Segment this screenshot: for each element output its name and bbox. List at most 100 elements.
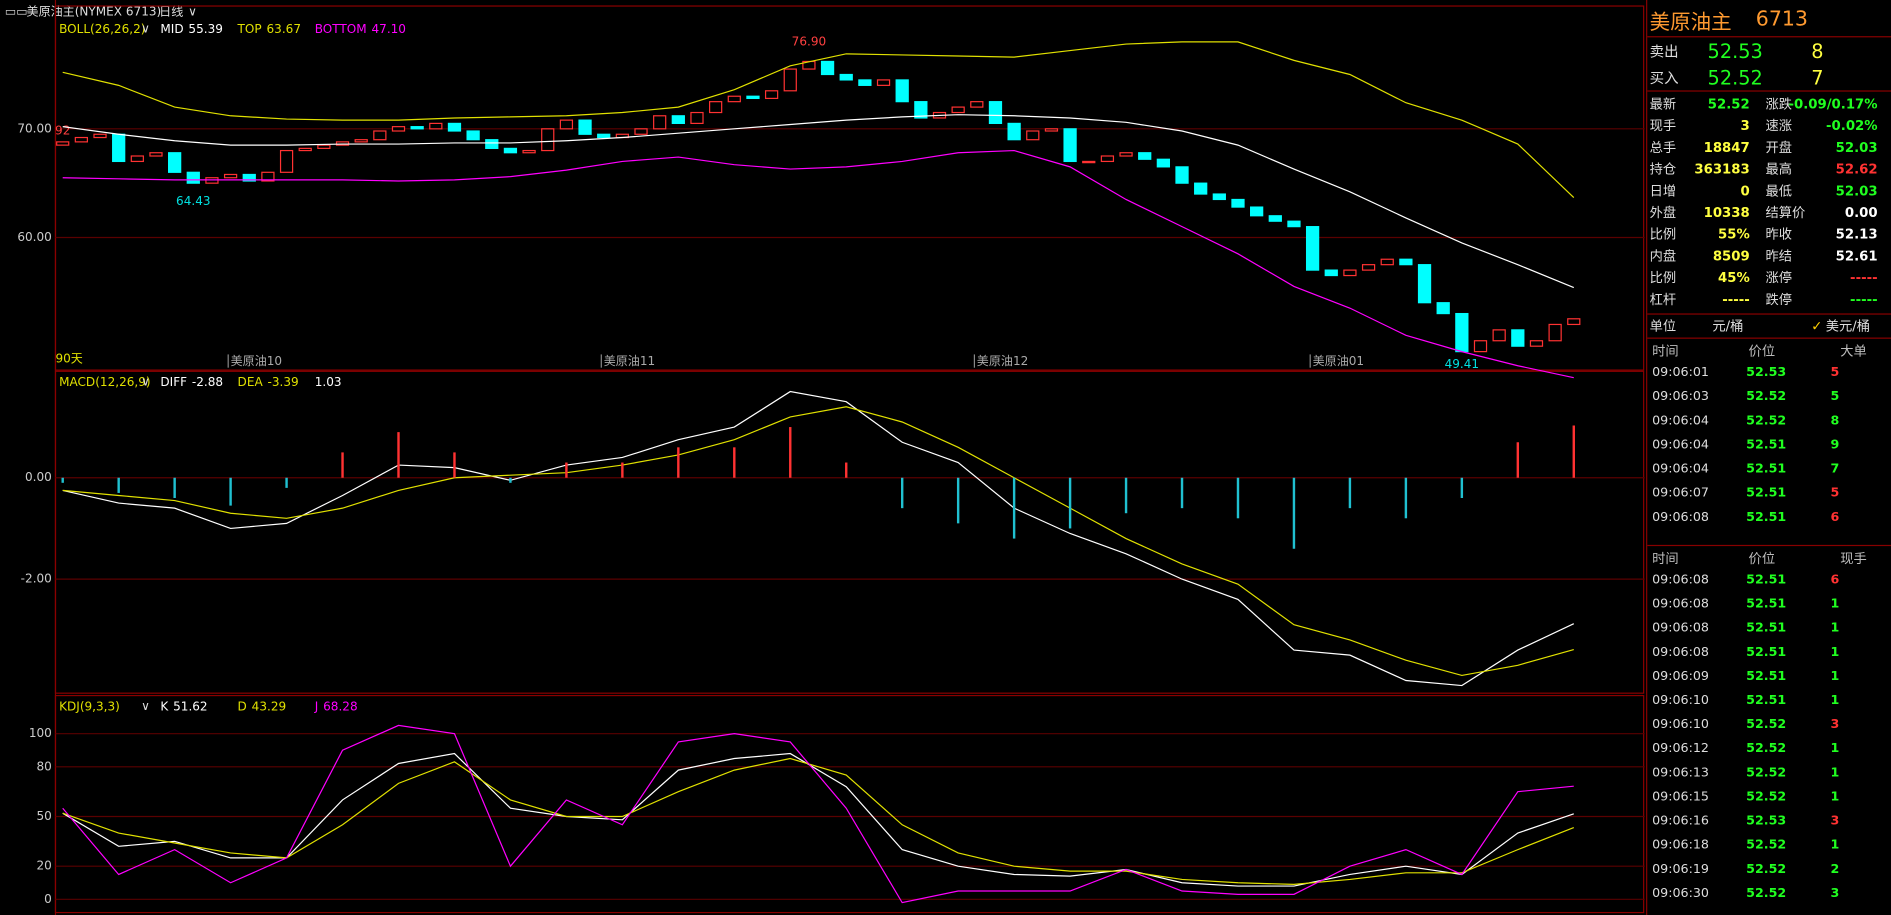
unit-label: 单位 bbox=[1649, 318, 1677, 334]
book-row: 卖出 52.53 8 bbox=[1647, 39, 1891, 63]
candle bbox=[1287, 220, 1301, 228]
book-price: 52.53 bbox=[1707, 39, 1763, 63]
trade-time: 09:06:30 bbox=[1652, 886, 1709, 901]
legend-value: 47.10 bbox=[371, 21, 406, 35]
candle bbox=[391, 126, 406, 132]
candle bbox=[839, 73, 853, 81]
trade-price: 52.53 bbox=[1746, 813, 1787, 829]
period-selector[interactable]: 日线 bbox=[159, 5, 183, 19]
stat-row: 日增 0 最低 52.03 bbox=[1647, 180, 1891, 202]
stat-label: 外盘 bbox=[1649, 204, 1677, 221]
legend-item: TOP 63.67 bbox=[237, 21, 301, 35]
stat-label: 最新 bbox=[1649, 96, 1677, 113]
stat-row: 现手 3 速涨 -0.02% bbox=[1647, 115, 1891, 137]
stat-row: 内盘 8509 昨结 52.61 bbox=[1647, 245, 1891, 267]
stat-value: 3 bbox=[1740, 117, 1750, 134]
quote-name: 美原油主 bbox=[1649, 10, 1732, 35]
stat-value: ----- bbox=[1850, 291, 1878, 307]
candle bbox=[709, 101, 723, 114]
separator bbox=[1647, 337, 1891, 339]
candle bbox=[1567, 318, 1581, 326]
y-tick-label: 100 bbox=[29, 726, 52, 740]
trade-row: 09:06:10 52.52 3 bbox=[1647, 714, 1891, 736]
quote-panel: 美原油主 6713 卖出 52.53 8 买入 52.52 7 最新 52.52 涨跌 -0.0… bbox=[1646, 0, 1891, 915]
column-header: 现手 bbox=[1840, 550, 1867, 567]
trade-time: 09:06:18 bbox=[1652, 837, 1709, 853]
trade-time: 09:06:10 bbox=[1652, 717, 1709, 732]
trade-price: 52.51 bbox=[1746, 669, 1787, 684]
trade-time: 09:06:08 bbox=[1652, 509, 1709, 525]
quote-code: 6713 bbox=[1755, 7, 1808, 32]
trade-time: 09:06:13 bbox=[1652, 765, 1709, 780]
candle bbox=[429, 122, 443, 130]
trade-row: 09:06:12 52.52 1 bbox=[1647, 738, 1891, 760]
trade-row: 09:06:13 52.52 1 bbox=[1647, 762, 1891, 784]
indicator-line bbox=[62, 41, 1575, 199]
trade-time: 09:06:04 bbox=[1652, 461, 1709, 477]
x-tick-label: 美原油11 bbox=[604, 354, 655, 368]
stat-row: 持仓 363183 最高 52.62 bbox=[1647, 158, 1891, 180]
trade-volume: 3 bbox=[1830, 813, 1840, 829]
candle bbox=[1436, 302, 1450, 315]
stat-label: 速涨 bbox=[1765, 118, 1792, 134]
unit-option[interactable]: 元/桶 bbox=[1712, 318, 1744, 334]
y-tick-label: 0 bbox=[44, 892, 52, 906]
stat-label: 杠杆 bbox=[1649, 291, 1677, 308]
legend-item: MID 55.39 bbox=[160, 21, 223, 35]
quote-title: 美原油主 6713 bbox=[1647, 5, 1891, 34]
stat-value: 363183 bbox=[1694, 160, 1750, 177]
column-header: 时间 bbox=[1652, 343, 1679, 360]
trade-volume: 8 bbox=[1830, 413, 1840, 428]
stat-value: 8509 bbox=[1712, 247, 1750, 264]
dropdown-icon: ∨ bbox=[141, 375, 150, 389]
candle bbox=[522, 149, 536, 154]
trade-row: 09:06:15 52.52 1 bbox=[1647, 786, 1891, 808]
candle bbox=[1361, 264, 1376, 271]
candle bbox=[951, 106, 965, 114]
stat-row: 最新 52.52 涨跌 -0.09/0.17% bbox=[1647, 93, 1891, 115]
candle bbox=[298, 147, 312, 152]
trade-volume: 1 bbox=[1830, 765, 1840, 780]
candle bbox=[1007, 122, 1021, 141]
column-header: 大单 bbox=[1840, 343, 1867, 360]
separator bbox=[1647, 90, 1891, 92]
candle bbox=[820, 60, 835, 76]
instrument-title[interactable]: 美原油主(NYMEX 6713) bbox=[27, 5, 162, 19]
candle bbox=[1399, 258, 1413, 266]
trade-volume: 3 bbox=[1830, 886, 1840, 901]
candle bbox=[1082, 160, 1096, 164]
dropdown-icon[interactable]: ∨ bbox=[188, 5, 197, 19]
legend-value: 68.28 bbox=[323, 699, 358, 713]
trade-volume: 1 bbox=[1830, 837, 1840, 853]
unit-option[interactable]: 美元/桶 bbox=[1825, 318, 1871, 334]
candle bbox=[578, 119, 592, 135]
candle bbox=[373, 130, 387, 141]
candle bbox=[541, 128, 555, 152]
y-tick-label: -2.00 bbox=[21, 572, 52, 586]
trade-volume: 3 bbox=[1830, 717, 1840, 732]
annotation: 64.43 bbox=[176, 194, 211, 208]
stat-label: 总手 bbox=[1649, 139, 1677, 156]
trade-price: 52.51 bbox=[1746, 572, 1787, 588]
stat-label: 比例 bbox=[1649, 226, 1677, 243]
indicator-line bbox=[62, 757, 1575, 886]
trade-price: 52.53 bbox=[1746, 365, 1787, 380]
separator bbox=[1647, 313, 1891, 315]
y-tick-label: 70.00 bbox=[17, 121, 52, 135]
candle bbox=[242, 173, 256, 182]
candle bbox=[410, 126, 424, 130]
candle bbox=[634, 128, 648, 135]
trade-price: 52.52 bbox=[1746, 861, 1787, 877]
legend-name: KDJ(9,3,3) bbox=[59, 699, 120, 713]
trade-volume: 1 bbox=[1830, 693, 1840, 708]
legend-value: 51.62 bbox=[173, 699, 208, 713]
candle bbox=[149, 152, 163, 157]
candle bbox=[970, 101, 984, 108]
column-header: 时间 bbox=[1652, 550, 1679, 567]
legend-item: 1.03 bbox=[315, 375, 342, 389]
stat-value: -0.02% bbox=[1826, 117, 1878, 134]
stat-label: 现手 bbox=[1649, 118, 1677, 134]
candle bbox=[559, 119, 574, 130]
candle bbox=[783, 68, 797, 92]
legend-name: DEA bbox=[238, 375, 264, 389]
